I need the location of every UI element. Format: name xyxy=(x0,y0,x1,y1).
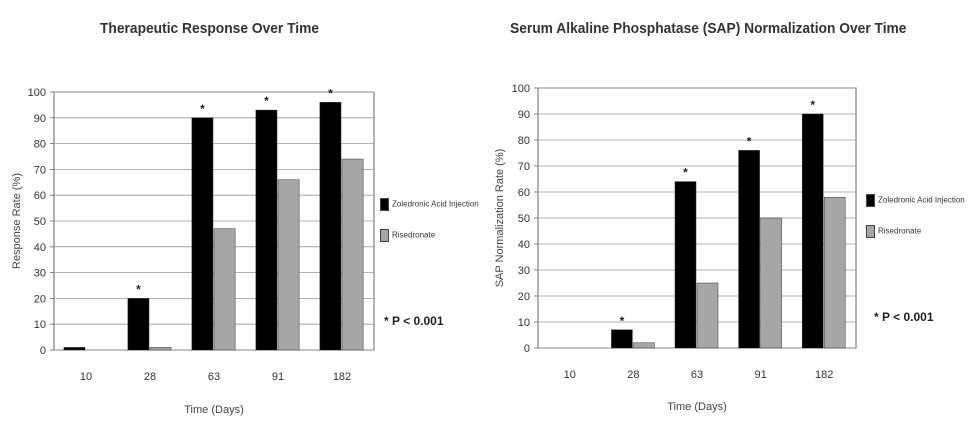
bar-zoledronic xyxy=(611,329,633,349)
y-axis-label: SAP Normalization Rate (%) xyxy=(494,149,506,288)
x-tick-label: 63 xyxy=(691,369,703,381)
y-tick-label: 40 xyxy=(518,239,530,251)
legend-item-risedronate: Risedronate xyxy=(380,229,435,242)
chart-panel-therapeutic-response: Therapeutic Response Over Time 0 10 20 30 40… xyxy=(0,0,485,428)
legend-label: Zoledronic Acid Injection xyxy=(392,199,479,209)
significance-star: * xyxy=(200,102,205,116)
y-tick-label: 40 xyxy=(34,242,46,254)
bar-chart-therapeutic-response: 0 10 20 30 40 50 60 70 80 90 100 10 * 28 * 63 * 91 * 182 Tim… xyxy=(11,86,375,416)
y-tick-label: 70 xyxy=(518,161,530,173)
bar-zoledronic xyxy=(738,150,760,349)
bar-zoledronic xyxy=(255,109,278,351)
bar-risedronate xyxy=(760,217,782,349)
x-axis-label: Time (Days) xyxy=(184,404,243,416)
legend-label: Risedronate xyxy=(878,226,922,236)
y-tick-label: 80 xyxy=(34,139,46,151)
bar-risedronate xyxy=(633,342,655,349)
y-tick-label: 0 xyxy=(524,343,530,355)
y-tick-label: 60 xyxy=(518,187,530,199)
significance-star: * xyxy=(810,98,815,112)
y-axis-label: Response Rate (%) xyxy=(11,173,23,269)
chart-title: Serum Alkaline Phosphatase (SAP) Normali… xyxy=(510,20,907,37)
bar-chart-sap-normalization: 0 10 20 30 40 50 60 70 80 90 100 10 * 28 * 63 * 91 * 182 Tim… xyxy=(494,83,857,413)
y-tick-label: 20 xyxy=(34,293,46,305)
bar-risedronate xyxy=(149,347,172,351)
x-tick-label: 28 xyxy=(627,369,639,381)
y-tick-label: 100 xyxy=(28,87,46,99)
legend-item-risedronate: Risedronate xyxy=(866,225,921,238)
legend-item-zoledronic: Zoledronic Acid Injection xyxy=(380,198,479,211)
y-tick-label: 30 xyxy=(518,265,530,277)
legend-swatch-gray xyxy=(380,229,389,242)
x-tick-label: 28 xyxy=(144,371,156,383)
chart-panel-sap-normalization: Serum Alkaline Phosphatase (SAP) Normali… xyxy=(485,0,978,428)
y-tick-label: 0 xyxy=(40,345,46,357)
bar-zoledronic xyxy=(674,181,697,349)
y-tick-label: 90 xyxy=(518,109,530,121)
y-tick-label: 50 xyxy=(34,216,46,228)
chart-title: Therapeutic Response Over Time xyxy=(100,20,320,37)
bar-zoledronic xyxy=(319,102,342,351)
bar-risedronate xyxy=(213,228,236,351)
significance-star: * xyxy=(264,94,269,108)
bar-risedronate xyxy=(823,196,846,349)
y-tick-label: 10 xyxy=(34,319,46,331)
y-tick-label: 50 xyxy=(518,213,530,225)
x-tick-label: 91 xyxy=(272,371,284,383)
significance-star: * xyxy=(328,86,333,100)
legend-item-zoledronic: Zoledronic Acid Injection xyxy=(866,194,965,207)
y-tick-label: 100 xyxy=(512,83,530,95)
significance-note: * P < 0.001 xyxy=(874,310,934,324)
significance-star: * xyxy=(683,166,688,180)
x-tick-label: 63 xyxy=(208,371,220,383)
significance-star: * xyxy=(136,282,141,296)
y-tick-label: 20 xyxy=(518,291,530,303)
y-tick-label: 60 xyxy=(34,190,46,202)
bar-risedronate xyxy=(277,179,300,351)
bar-zoledronic xyxy=(127,298,150,351)
bar-zoledronic xyxy=(63,347,86,351)
significance-star: * xyxy=(620,314,625,328)
y-tick-label: 70 xyxy=(34,164,46,176)
x-axis-label: Time (Days) xyxy=(667,401,726,413)
x-tick-label: 10 xyxy=(564,369,576,381)
significance-star: * xyxy=(747,134,752,148)
significance-note: * P < 0.001 xyxy=(384,314,444,328)
x-tick-label: 10 xyxy=(80,371,92,383)
legend-swatch-black xyxy=(866,194,875,207)
y-tick-label: 90 xyxy=(34,113,46,125)
bar-zoledronic xyxy=(191,117,214,351)
x-tick-label: 91 xyxy=(754,369,766,381)
bar-zoledronic xyxy=(801,113,824,349)
y-tick-label: 10 xyxy=(518,317,530,329)
legend-label: Risedronate xyxy=(392,230,436,240)
legend-label: Zoledronic Acid Injection xyxy=(878,195,965,205)
y-tick-label: 80 xyxy=(518,135,530,147)
bar-risedronate xyxy=(341,158,364,351)
bar-risedronate xyxy=(696,282,719,349)
y-tick-label: 30 xyxy=(34,268,46,280)
legend-swatch-gray xyxy=(866,225,875,238)
x-tick-label: 182 xyxy=(815,369,833,381)
x-tick-label: 182 xyxy=(333,371,351,383)
legend-swatch-black xyxy=(380,198,389,211)
